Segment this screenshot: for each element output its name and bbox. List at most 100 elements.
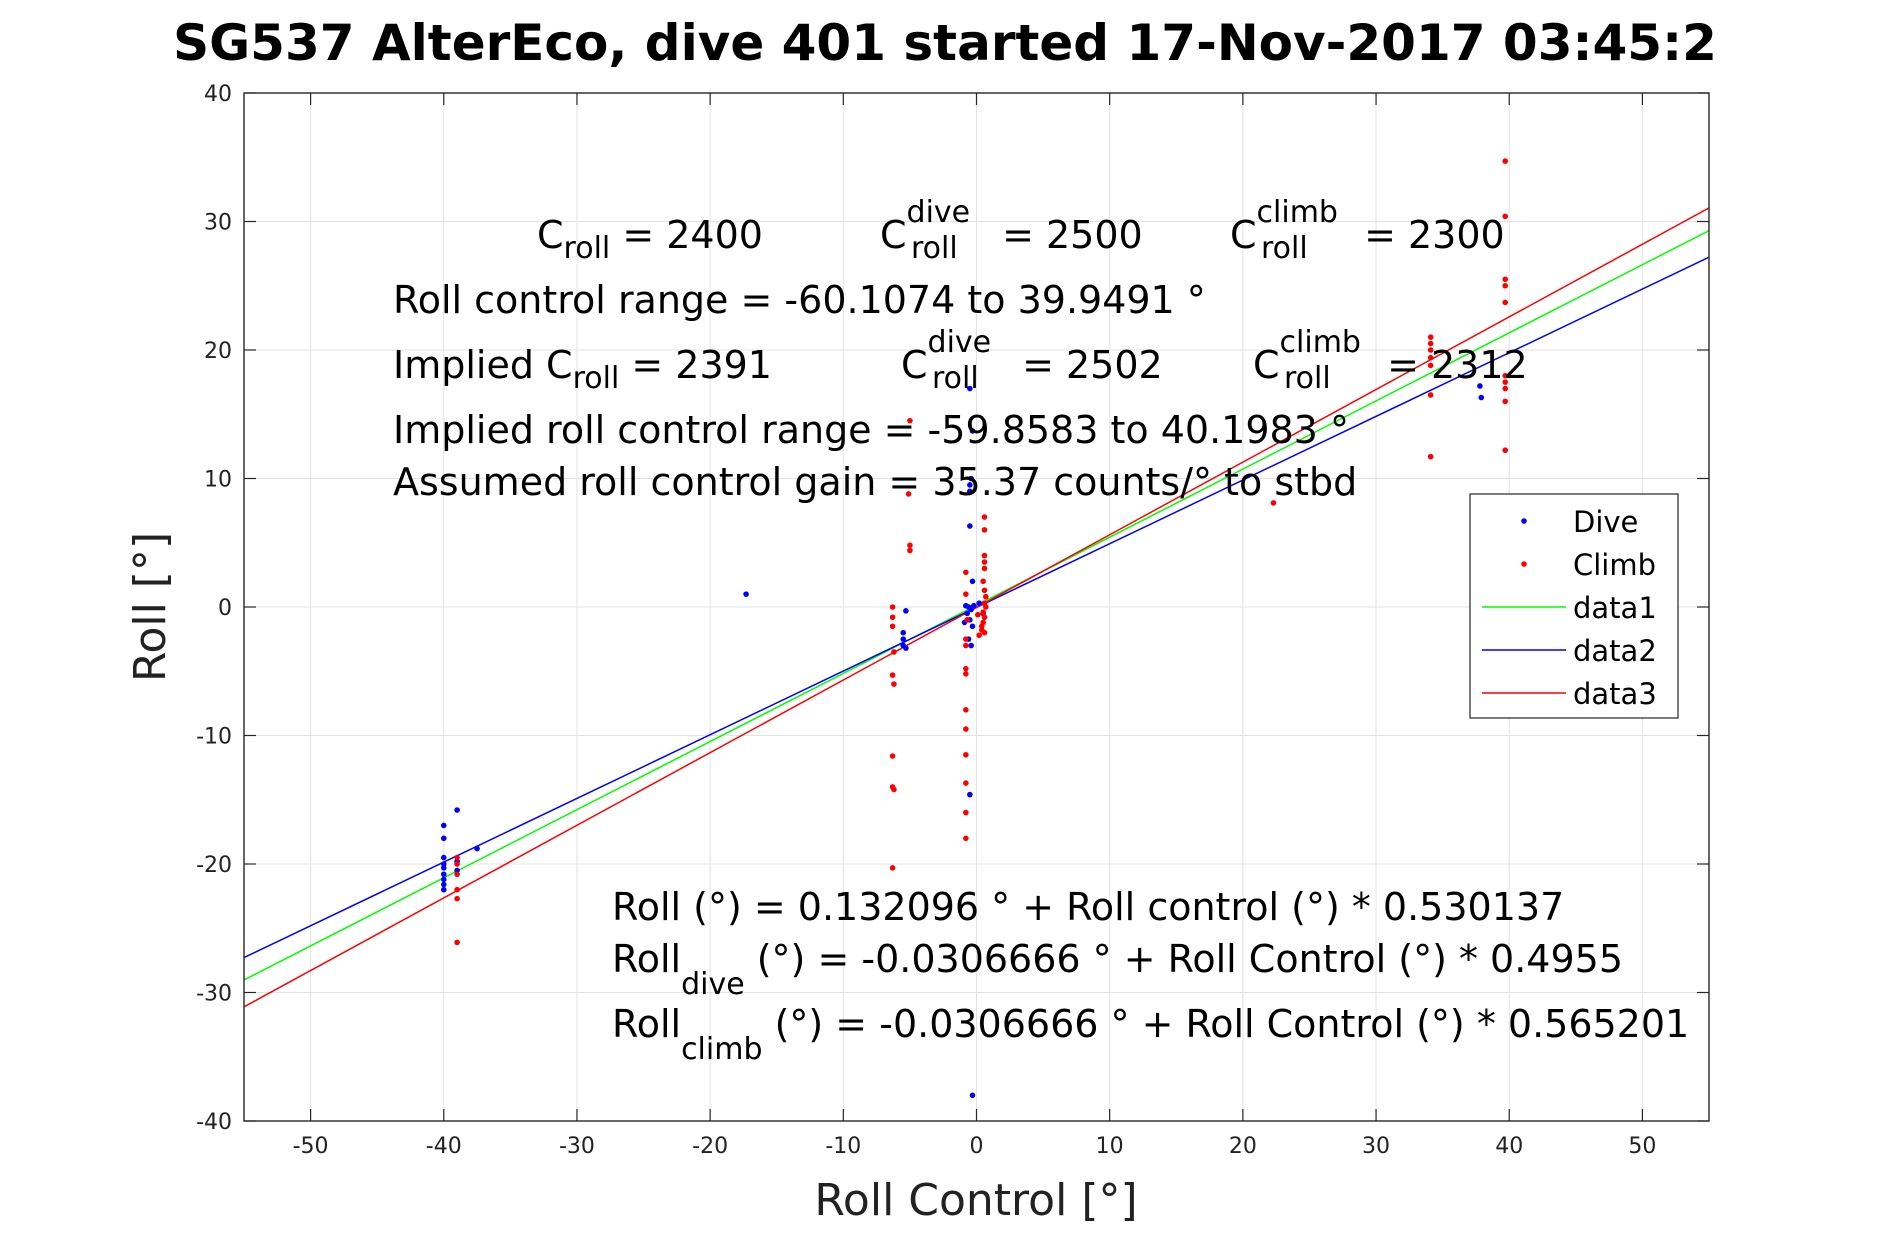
- data-point-climb: [963, 636, 969, 642]
- data-point-climb: [1502, 398, 1509, 405]
- data-point-climb: [891, 786, 897, 793]
- legend-climb-marker: [1521, 561, 1527, 567]
- data-point-climb: [454, 861, 460, 867]
- x-tick-label: -30: [559, 1134, 595, 1159]
- data-point-climb: [891, 681, 897, 687]
- y-tick-label: 40: [204, 82, 232, 107]
- y-tick-label: -30: [196, 982, 232, 1007]
- data-point-climb: [963, 671, 969, 677]
- data-point-climb: [963, 591, 969, 597]
- y-axis-label: Roll [°]: [125, 532, 176, 682]
- data-point-climb: [983, 604, 989, 610]
- data-point-climb: [889, 614, 896, 621]
- data-point-dive: [440, 861, 447, 867]
- data-point-climb: [889, 753, 896, 759]
- annotation-implied-c-climb: Cclimb roll = 2312: [1253, 325, 1528, 396]
- data-point-dive: [900, 629, 907, 636]
- x-tick-label: 0: [970, 1134, 984, 1159]
- data-point-climb: [976, 632, 982, 639]
- data-point-climb: [454, 886, 460, 893]
- data-point-dive: [967, 523, 973, 529]
- data-point-climb: [963, 707, 969, 713]
- data-point-dive: [967, 488, 973, 495]
- data-point-dive: [976, 600, 982, 606]
- data-point-climb: [963, 751, 969, 758]
- y-tick-label: -40: [196, 1110, 232, 1135]
- data-point-climb: [454, 939, 460, 946]
- data-point-climb: [454, 895, 460, 902]
- data-point-dive: [440, 871, 447, 878]
- legend-box: [1469, 493, 1679, 719]
- data-point-climb: [889, 604, 896, 610]
- data-point-dive: [969, 623, 976, 630]
- x-tick-label: 10: [1096, 1134, 1124, 1159]
- annotation-implied-c-dive: Cdive roll = 2502: [901, 325, 1163, 396]
- data-point-climb: [1502, 282, 1509, 289]
- data-point-climb: [963, 835, 969, 842]
- data-point-dive: [474, 845, 480, 852]
- x-tick-label: -20: [692, 1134, 728, 1159]
- x-axis-label: Roll Control [°]: [814, 1175, 1137, 1226]
- data-point-climb: [1427, 334, 1434, 340]
- data-point-dive: [440, 876, 447, 883]
- y-tick-label: -20: [196, 853, 232, 878]
- data-point-climb: [980, 578, 986, 585]
- data-point-climb: [981, 527, 988, 533]
- fit-line-data3: [244, 207, 1709, 1008]
- data-point-dive: [440, 886, 447, 893]
- data-point-climb: [1502, 385, 1509, 392]
- data-point-climb: [980, 609, 986, 615]
- data-point-climb: [907, 417, 913, 424]
- chart-title: SG537 AlterEco, dive 401 started 17-Nov-…: [173, 14, 1717, 72]
- annotation-c-climb: Cclimb roll = 2300: [1230, 195, 1505, 266]
- data-point-climb: [979, 623, 985, 630]
- data-point-dive: [900, 636, 907, 642]
- data-point-climb: [454, 854, 460, 861]
- data-point-dive: [454, 867, 460, 874]
- annotation-equation-all: Roll (°) = 0.132096 ° + Roll control (°)…: [612, 885, 1564, 929]
- data-point-dive: [968, 475, 974, 482]
- legend-data3-label: data3: [1573, 677, 1657, 711]
- data-point-dive: [440, 854, 447, 861]
- data-point-climb: [963, 809, 969, 816]
- data-point-climb: [1502, 299, 1509, 306]
- x-tick-label: -40: [426, 1134, 462, 1159]
- data-point-climb: [981, 552, 988, 559]
- data-point-climb: [981, 514, 988, 520]
- x-tick-label: -50: [293, 1134, 329, 1159]
- annotation-range: Roll control range = -60.1074 to 39.9491…: [393, 278, 1206, 322]
- data-point-climb: [1427, 392, 1434, 398]
- data-point-climb: [979, 627, 985, 633]
- data-point-climb: [981, 559, 988, 565]
- data-point-climb: [983, 593, 989, 600]
- x-tick-label: 40: [1495, 1134, 1523, 1159]
- legend-dive-marker: [1521, 518, 1527, 524]
- plot-frame: [243, 92, 1710, 1122]
- data-point-climb: [1270, 500, 1277, 506]
- legend: Dive Climb data1 data2 data3: [1469, 493, 1679, 719]
- annotation-implied-c-roll: Implied Croll = 2391: [393, 343, 772, 396]
- data-point-dive: [440, 865, 447, 871]
- data-point-climb: [889, 672, 896, 678]
- data-point-climb: [963, 726, 969, 732]
- annotation-gain: Assumed roll control gain = 35.37 counts…: [393, 460, 1357, 504]
- y-tick-label: 20: [204, 339, 232, 364]
- data-point-climb: [1427, 453, 1434, 460]
- legend-data1-label: data1: [1573, 591, 1657, 625]
- legend-data2-label: data2: [1573, 634, 1657, 668]
- data-point-dive: [967, 385, 973, 392]
- data-point-climb: [889, 623, 896, 630]
- data-point-dive: [1478, 394, 1485, 401]
- x-tick-label: 30: [1362, 1134, 1390, 1159]
- data-point-climb: [1427, 347, 1434, 353]
- data-point-dive: [969, 428, 976, 434]
- data-point-dive: [903, 645, 909, 651]
- y-tick-label: -10: [196, 725, 232, 750]
- x-tick-label: 20: [1229, 1134, 1257, 1159]
- data-point-dive: [967, 482, 973, 488]
- y-tick-label: 0: [218, 596, 232, 621]
- data-point-climb: [1427, 354, 1434, 361]
- data-point-climb: [907, 547, 913, 554]
- data-point-climb: [907, 542, 913, 549]
